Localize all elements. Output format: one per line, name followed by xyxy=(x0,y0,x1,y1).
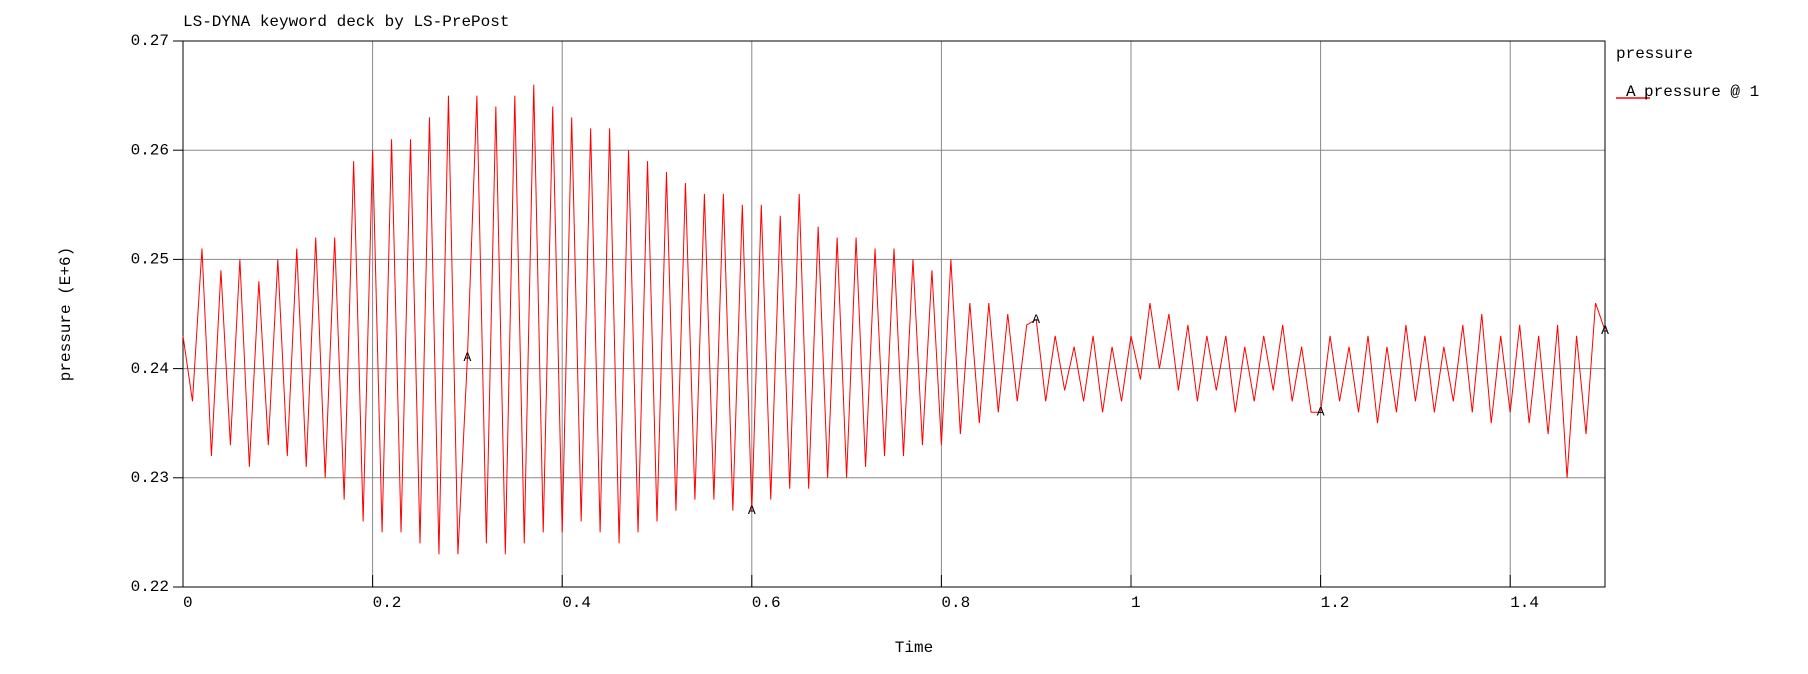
x-tick-label: 1.4 xyxy=(1510,594,1539,612)
legend-marker: A xyxy=(1626,83,1636,101)
plot-frame xyxy=(182,40,1606,588)
x-tick-label: 0.4 xyxy=(562,594,591,612)
legend-title: pressure xyxy=(1616,45,1693,63)
series-marker: A xyxy=(1601,323,1609,338)
y-tick-label: 0.26 xyxy=(131,141,169,159)
series-marker: A xyxy=(748,503,756,518)
y-axis-label: pressure (E+6) xyxy=(57,247,75,381)
series-marker: A xyxy=(1317,405,1325,420)
x-tick-label: 0.2 xyxy=(373,594,402,612)
x-tick-label: 1 xyxy=(1131,594,1141,612)
y-tick-label: 0.22 xyxy=(131,578,169,596)
x-tick-label: 0.8 xyxy=(941,594,970,612)
chart-title: LS-DYNA keyword deck by LS-PrePost xyxy=(183,13,509,31)
y-tick-label: 0.24 xyxy=(131,360,169,378)
series-marker: A xyxy=(463,350,471,365)
x-tick-label: 0.6 xyxy=(752,594,781,612)
x-axis-label: Time xyxy=(895,639,933,657)
x-tick-label: 1.2 xyxy=(1321,594,1350,612)
y-tick-label: 0.25 xyxy=(131,251,169,269)
y-tick-label: 0.27 xyxy=(131,32,169,50)
series-marker: A xyxy=(1032,312,1040,327)
y-tick-label: 0.23 xyxy=(131,469,169,487)
data-line xyxy=(182,84,1606,555)
x-tick-label: 0 xyxy=(183,594,193,612)
legend-label: pressure @ 1 xyxy=(1644,83,1759,101)
